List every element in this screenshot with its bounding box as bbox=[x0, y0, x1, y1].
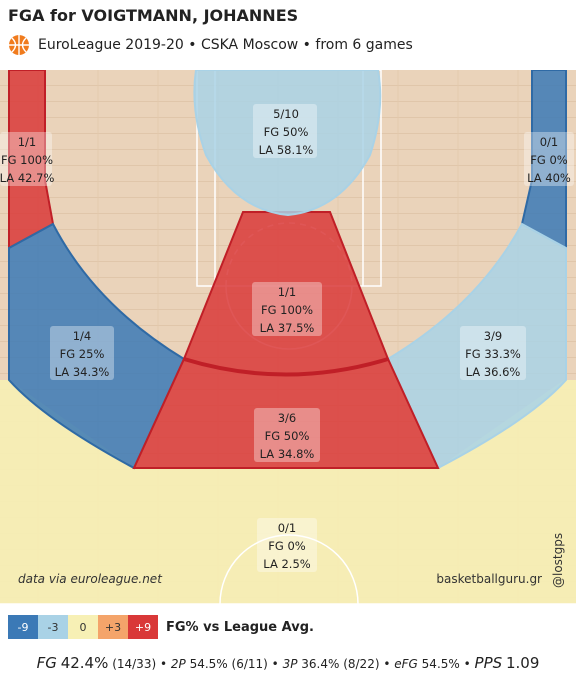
svg-text:FG 50%: FG 50% bbox=[265, 429, 310, 443]
zone-boundary-arc bbox=[183, 357, 389, 377]
legend-item: 0 bbox=[68, 615, 98, 639]
pps-value: 1.09 bbox=[505, 654, 540, 672]
fg-label: FG bbox=[36, 654, 57, 672]
svg-text:LA 34.8%: LA 34.8% bbox=[260, 447, 315, 461]
svg-text:1/1: 1/1 bbox=[18, 135, 37, 149]
svg-text:1/4: 1/4 bbox=[73, 329, 92, 343]
svg-text:3/9: 3/9 bbox=[484, 329, 503, 343]
svg-text:LA 34.3%: LA 34.3% bbox=[55, 365, 110, 379]
stats-line: FG 42.4% (14/33) • 2P 54.5% (6/11) • 3P … bbox=[0, 654, 576, 672]
pps-label: PPS bbox=[474, 654, 503, 672]
legend-item: -9 bbox=[8, 615, 38, 639]
svg-text:LA 2.5%: LA 2.5% bbox=[263, 557, 310, 571]
zone-restricted-area bbox=[193, 70, 382, 217]
label-left-corner-3: 1/1 FG 100% LA 42.7% bbox=[0, 132, 54, 186]
svg-text:FG 50%: FG 50% bbox=[264, 125, 309, 139]
efg-value: 54.5% bbox=[421, 657, 460, 671]
svg-text:LA 37.5%: LA 37.5% bbox=[260, 321, 315, 335]
label-top-key-3: 3/6 FG 50% LA 34.8% bbox=[254, 408, 320, 462]
separator: • bbox=[159, 657, 168, 671]
svg-text:FG 25%: FG 25% bbox=[60, 347, 105, 361]
svg-text:LA 40%: LA 40% bbox=[527, 171, 571, 185]
svg-text:3/6: 3/6 bbox=[278, 411, 297, 425]
svg-text:5/10: 5/10 bbox=[273, 107, 299, 121]
legend-item: +9 bbox=[128, 615, 158, 639]
p3-label: 3P bbox=[282, 657, 298, 671]
zone-labels: 5/10 FG 50% LA 58.1% 1/1 FG 100% LA 42.7… bbox=[0, 104, 574, 572]
fg-made-att: (14/33) bbox=[112, 657, 157, 671]
svg-text:FG 0%: FG 0% bbox=[268, 539, 305, 553]
svg-text:LA 36.6%: LA 36.6% bbox=[466, 365, 521, 379]
legend-title: FG% vs League Avg. bbox=[166, 619, 314, 635]
subtitle-row: EuroLeague 2019-20 • CSKA Moscow • from … bbox=[8, 34, 413, 56]
label-right-wing-3: 3/9 FG 33.3% LA 36.6% bbox=[460, 326, 526, 380]
label-left-wing-3: 1/4 FG 25% LA 34.3% bbox=[50, 326, 114, 380]
court-chart: 5/10 FG 50% LA 58.1% 1/1 FG 100% LA 42.7… bbox=[0, 70, 576, 604]
efg-label: eFG bbox=[394, 657, 418, 671]
fg-pct: 42.4% bbox=[60, 654, 109, 672]
zone-backcourt bbox=[0, 380, 576, 604]
p3-value: 36.4% (8/22) bbox=[301, 657, 380, 671]
svg-text:0/1: 0/1 bbox=[278, 521, 297, 535]
legend-item: -3 bbox=[38, 615, 68, 639]
chart-subtitle: EuroLeague 2019-20 • CSKA Moscow • from … bbox=[38, 37, 413, 53]
label-restricted-area: 5/10 FG 50% LA 58.1% bbox=[253, 104, 317, 158]
label-right-corner-3: 0/1 FG 0% LA 40% bbox=[524, 132, 574, 186]
credit-site: basketballguru.gr bbox=[436, 572, 542, 586]
legend-item: +3 bbox=[98, 615, 128, 639]
svg-text:FG 33.3%: FG 33.3% bbox=[465, 347, 521, 361]
separator: • bbox=[463, 657, 471, 671]
p2-value: 54.5% (6/11) bbox=[189, 657, 268, 671]
svg-text:LA 42.7%: LA 42.7% bbox=[0, 171, 54, 185]
svg-text:1/1: 1/1 bbox=[278, 285, 297, 299]
zone-left-corner-3 bbox=[8, 70, 55, 250]
label-backcourt: 0/1 FG 0% LA 2.5% bbox=[257, 518, 317, 572]
separator: • bbox=[271, 657, 279, 671]
p2-label: 2P bbox=[170, 657, 186, 671]
label-mid-range-top: 1/1 FG 100% LA 37.5% bbox=[252, 282, 322, 336]
chart-title: FGA for VOIGTMANN, JOHANNES bbox=[8, 6, 299, 25]
credit-data-source: data via euroleague.net bbox=[18, 572, 163, 586]
svg-text:FG 100%: FG 100% bbox=[1, 153, 53, 167]
svg-text:FG 0%: FG 0% bbox=[530, 153, 567, 167]
legend: -9 -3 0 +3 +9 FG% vs League Avg. bbox=[8, 615, 314, 639]
separator: • bbox=[383, 657, 391, 671]
svg-text:FG 100%: FG 100% bbox=[261, 303, 313, 317]
svg-text:0/1: 0/1 bbox=[540, 135, 559, 149]
credit-vertical: @lostgps bbox=[551, 533, 565, 588]
svg-text:LA 58.1%: LA 58.1% bbox=[259, 143, 314, 157]
euroleague-logo-icon bbox=[9, 35, 29, 55]
